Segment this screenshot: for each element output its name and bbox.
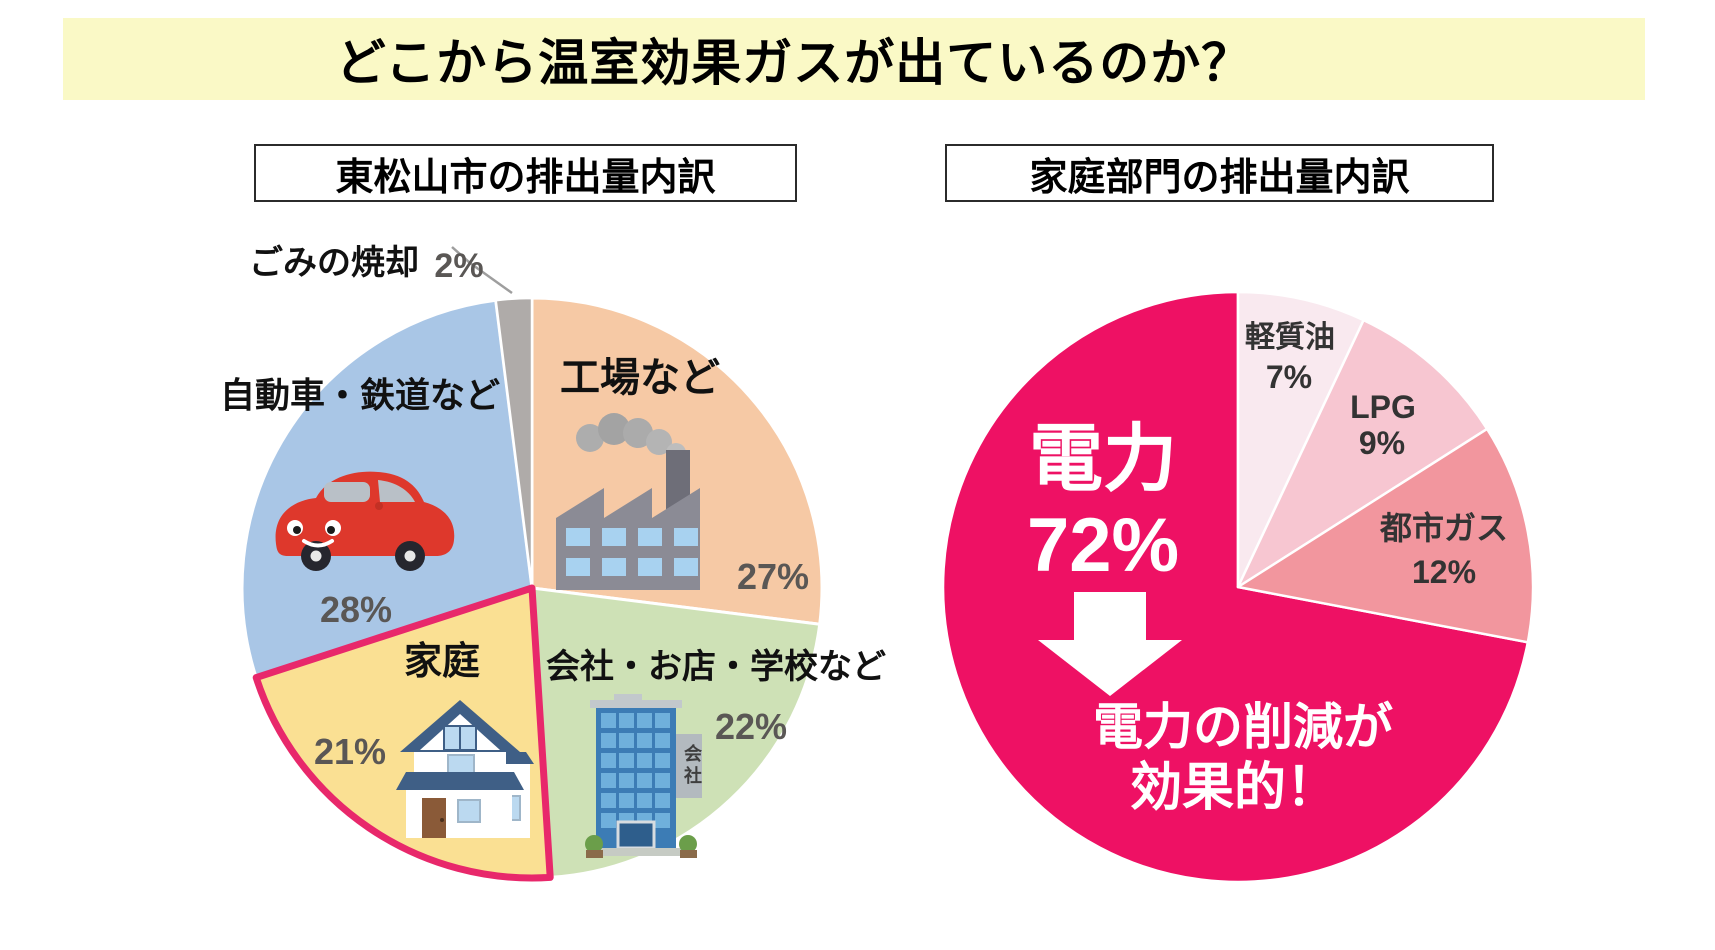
lpg-label: LPG	[1350, 389, 1416, 425]
home-label: 家庭	[403, 641, 481, 683]
factory-pct: 27%	[736, 556, 810, 597]
right-chart-heading-box: 家庭部門の排出量内訳	[945, 144, 1494, 202]
light-oil-label: 軽質油	[1245, 321, 1335, 354]
right-pie	[941, 290, 1535, 884]
right-slice-electricity	[941, 290, 1530, 884]
right-chart-heading: 家庭部門の排出量内訳	[1029, 156, 1410, 199]
down-arrow-icon	[1038, 592, 1182, 696]
right-slice-light-oil	[1236, 290, 1365, 589]
car-pct: 28%	[319, 589, 393, 630]
left-slice-trash	[494, 296, 534, 590]
factory-label: 工場など	[560, 356, 720, 400]
trash-label: ごみの焼却	[249, 244, 419, 282]
trash-pct: 2%	[434, 247, 484, 285]
company-label: 会社・お店・学校など	[546, 648, 886, 686]
car-icon	[258, 452, 463, 580]
left-chart-heading-box: 東松山市の排出量内訳	[254, 144, 797, 202]
electricity-label: 電力	[1029, 417, 1177, 500]
light-oil-pct: 7%	[1265, 359, 1313, 395]
office-sign-label: 会社	[682, 744, 702, 788]
house-icon	[384, 698, 536, 840]
company-pct: 22%	[714, 706, 788, 747]
right-slice-city-gas	[1236, 427, 1535, 644]
factory-icon	[538, 412, 728, 590]
electricity-pct: 72%	[1026, 503, 1180, 588]
office-building-icon	[576, 694, 708, 862]
title-banner: どこから温室効果ガスが出ているのか？	[63, 18, 1645, 100]
right-slice-lpg	[1236, 318, 1489, 589]
home-pct: 21%	[313, 731, 387, 772]
callout-line2: 効果的！	[1129, 759, 1339, 817]
lpg-pct: 9%	[1358, 425, 1406, 461]
trash-leader-line	[451, 246, 513, 295]
city-gas-label: 都市ガス	[1379, 510, 1509, 546]
car-label: 自動車・鉄道など	[219, 376, 501, 416]
city-gas-pct: 12%	[1411, 554, 1477, 590]
page-title: どこから温室効果ガスが出ているのか？	[335, 35, 1253, 91]
left-chart-heading: 東松山市の排出量内訳	[335, 156, 716, 199]
callout-line1: 電力の削減が	[1093, 699, 1393, 755]
